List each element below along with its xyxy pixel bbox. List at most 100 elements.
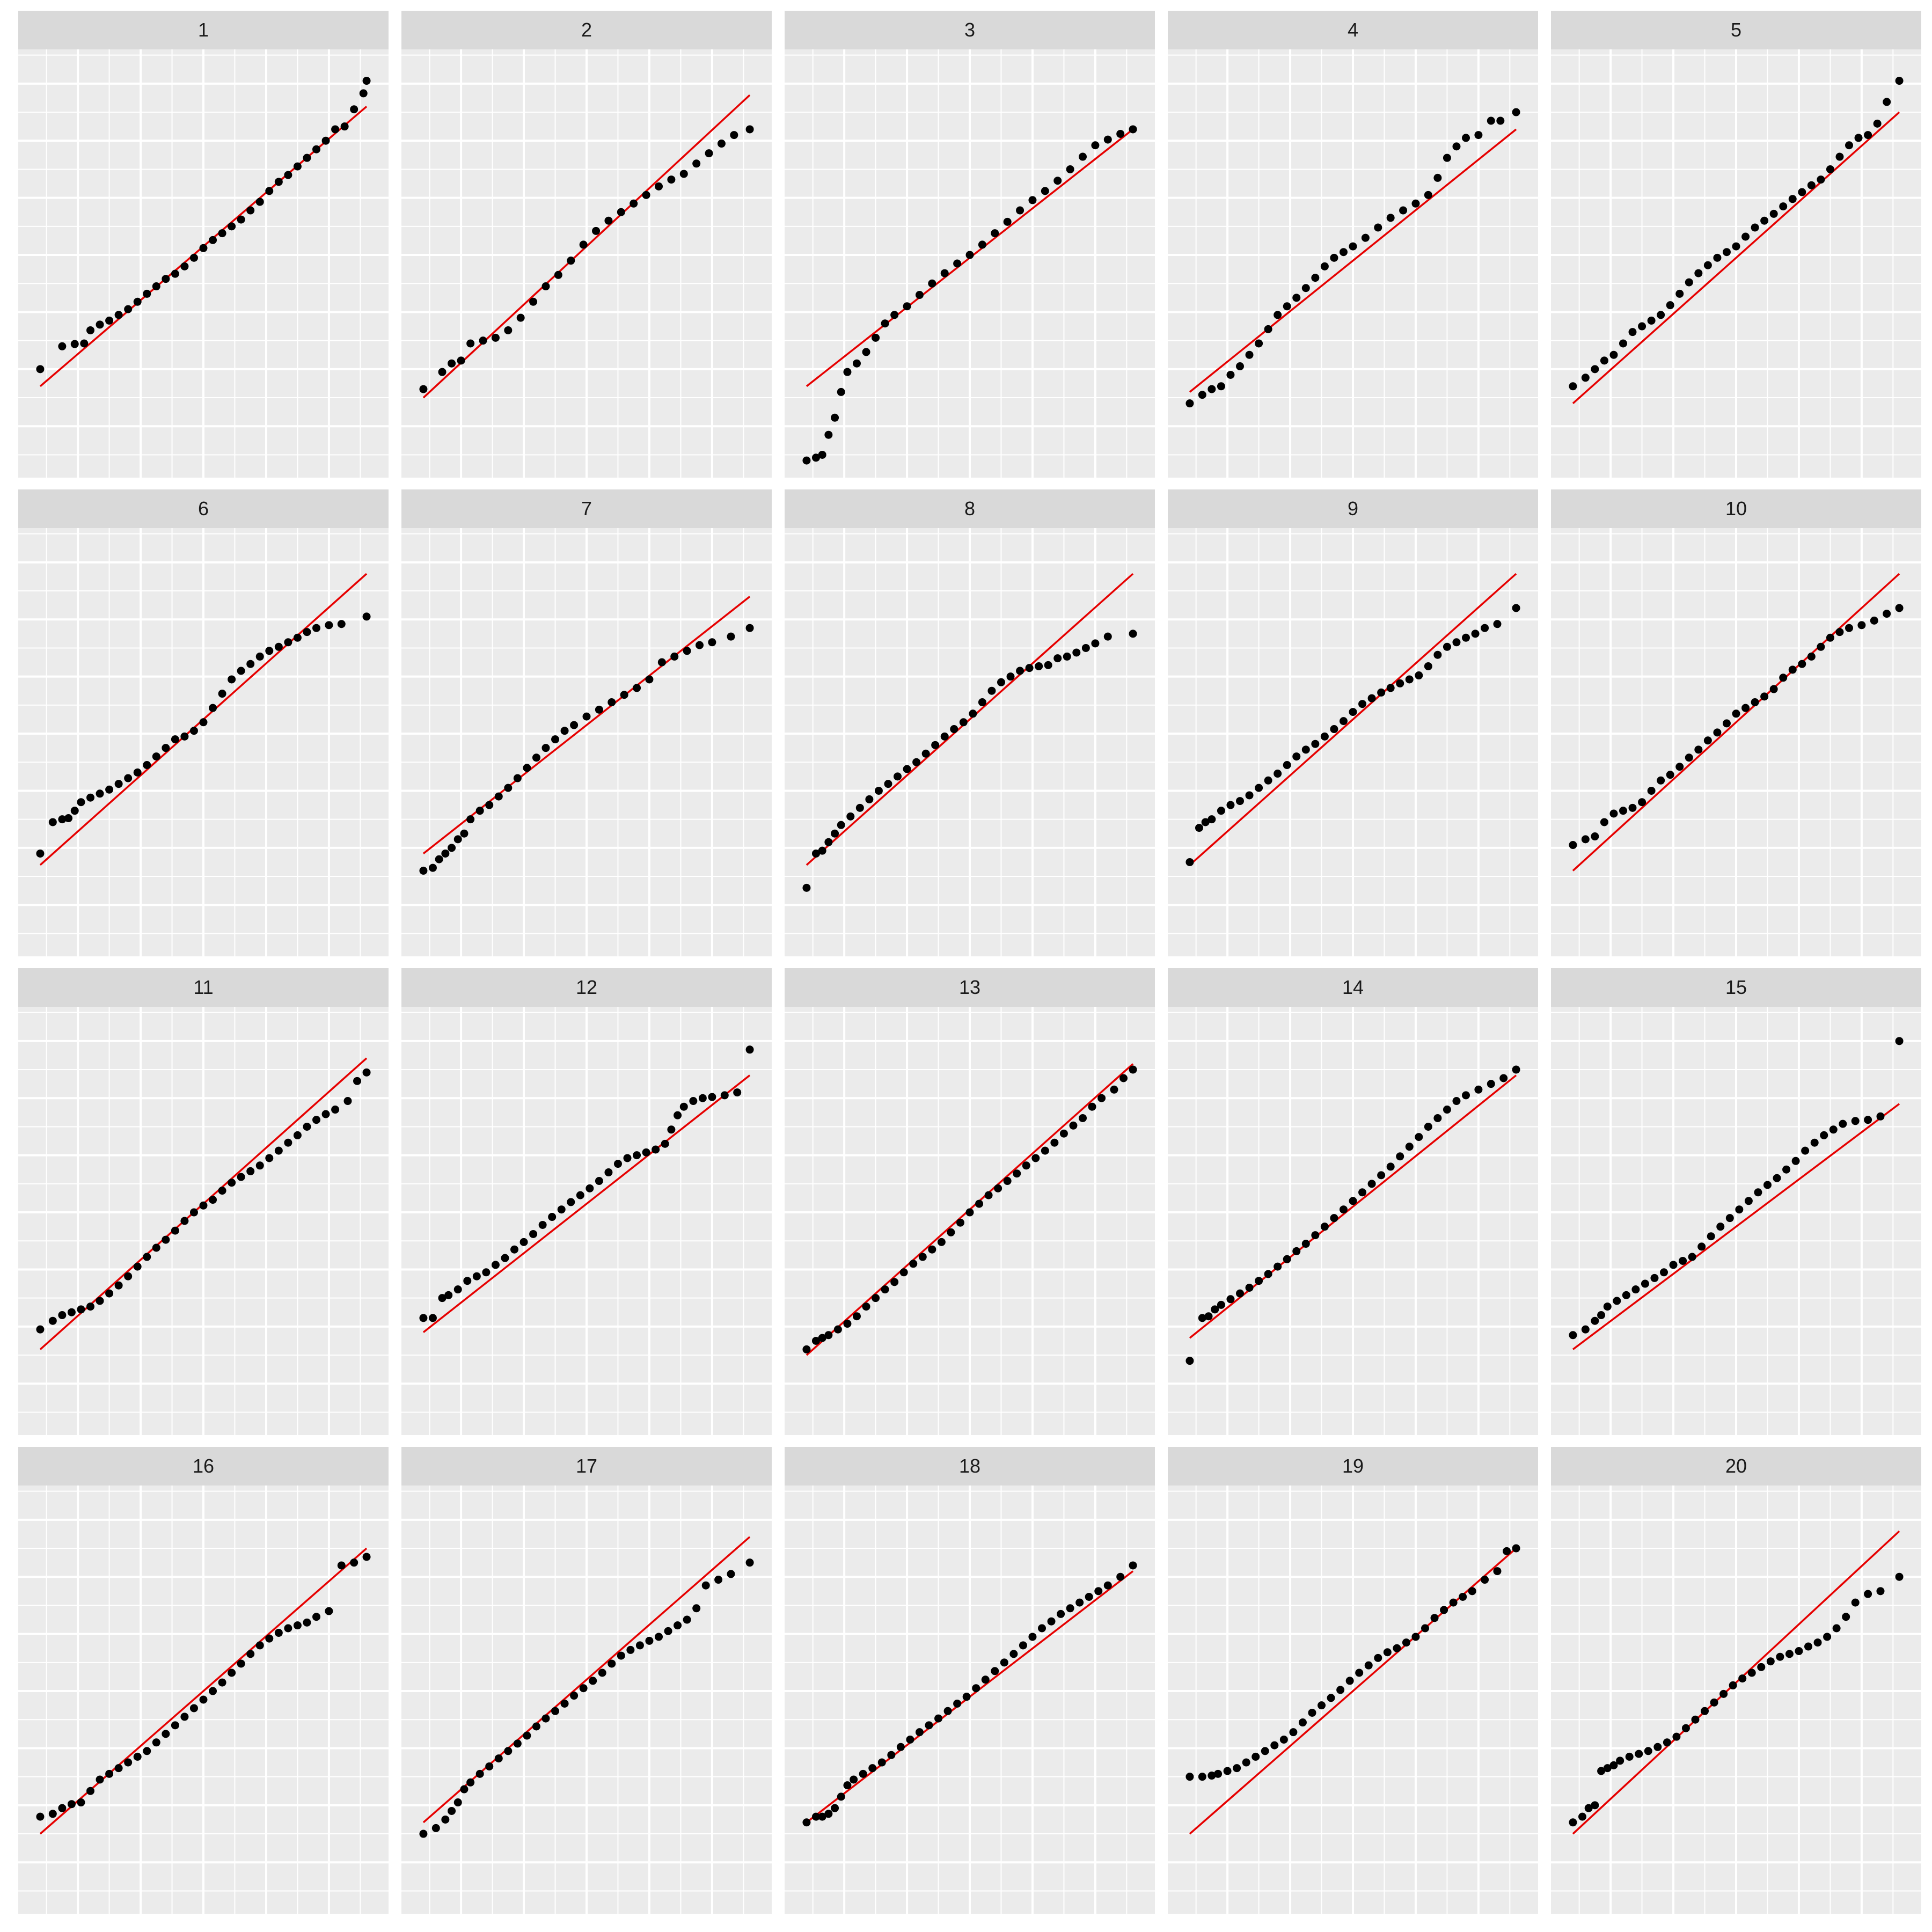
data-point <box>1405 675 1414 684</box>
data-point <box>1081 643 1090 652</box>
data-point <box>331 125 340 134</box>
facet-strip <box>18 489 389 528</box>
data-point <box>152 752 160 761</box>
data-point <box>1851 1598 1860 1607</box>
data-point <box>143 761 151 770</box>
data-point <box>58 1804 67 1812</box>
data-point <box>453 1285 462 1294</box>
data-point <box>674 1621 682 1630</box>
data-point <box>1411 1633 1420 1641</box>
data-point <box>1769 209 1778 218</box>
data-point <box>802 1818 811 1827</box>
data-point <box>1675 289 1684 298</box>
data-point <box>1835 628 1844 636</box>
data-point <box>1741 232 1750 241</box>
data-point <box>48 1810 57 1818</box>
data-point <box>1430 1614 1439 1622</box>
data-point <box>86 793 94 802</box>
data-point <box>171 1226 179 1235</box>
facet-strip <box>401 968 772 1007</box>
data-point <box>1044 661 1052 669</box>
data-point <box>237 1173 245 1181</box>
data-point <box>1116 129 1125 138</box>
data-point <box>824 1810 833 1818</box>
data-point <box>991 229 999 238</box>
data-point <box>745 624 754 632</box>
data-point <box>1283 761 1291 770</box>
data-point <box>645 675 654 684</box>
data-point <box>1198 1314 1206 1322</box>
data-point <box>1820 1131 1828 1139</box>
facet-strip <box>1551 11 1921 49</box>
data-point <box>1292 294 1301 302</box>
data-point <box>1660 1268 1668 1277</box>
data-point <box>1336 1686 1345 1694</box>
data-point <box>1845 624 1854 632</box>
qq-reference-line <box>1189 1074 1517 1339</box>
data-point <box>1471 630 1480 638</box>
data-point <box>1129 125 1137 134</box>
data-point <box>925 1721 933 1730</box>
data-point <box>1512 1065 1520 1074</box>
data-point <box>114 1764 123 1773</box>
data-point <box>928 279 936 288</box>
data-point <box>915 1728 924 1737</box>
data-point <box>1047 1617 1056 1626</box>
data-point <box>58 815 67 824</box>
data-point <box>934 1714 943 1723</box>
data-point <box>1776 1652 1784 1661</box>
data-point <box>228 675 236 684</box>
data-point <box>1791 1157 1800 1165</box>
data-point <box>589 1677 597 1685</box>
data-point <box>1217 807 1225 815</box>
data-point <box>1185 1773 1194 1781</box>
data-point <box>1255 1277 1263 1285</box>
data-point <box>510 1245 519 1254</box>
data-point <box>1245 350 1254 359</box>
facet-panel-10: 10 <box>1551 489 1921 956</box>
data-point <box>494 792 503 801</box>
data-point <box>438 368 447 376</box>
data-point <box>570 721 579 729</box>
data-point <box>1628 328 1637 336</box>
data-point <box>567 257 575 265</box>
data-point <box>1066 165 1074 173</box>
data-point <box>77 1305 85 1314</box>
data-point <box>246 660 255 668</box>
data-point <box>1452 142 1461 151</box>
data-point <box>548 1213 557 1221</box>
data-point <box>745 125 754 134</box>
data-point <box>969 709 977 718</box>
data-point <box>1311 1231 1320 1240</box>
data-point <box>209 704 217 712</box>
data-point <box>997 678 1005 686</box>
data-point <box>1600 818 1608 826</box>
data-point <box>1603 1302 1612 1311</box>
facet-strip-label: 9 <box>1348 497 1358 519</box>
data-point <box>1289 1728 1298 1737</box>
data-point <box>1679 1256 1687 1265</box>
data-point <box>592 226 601 235</box>
data-point <box>1041 187 1049 195</box>
data-point <box>802 883 811 892</box>
data-point <box>1308 1708 1316 1717</box>
data-point <box>114 1281 123 1290</box>
data-point <box>1578 1812 1586 1821</box>
data-point <box>1339 248 1348 257</box>
data-point <box>209 1687 217 1695</box>
data-point <box>1235 1289 1244 1298</box>
data-point <box>1185 399 1194 408</box>
data-point <box>325 621 333 630</box>
data-point <box>1694 269 1703 277</box>
data-point <box>1396 1152 1404 1161</box>
data-point <box>152 282 160 291</box>
data-point <box>453 1798 462 1807</box>
data-point <box>293 1131 302 1139</box>
data-point <box>837 1792 845 1801</box>
data-point <box>1301 284 1310 292</box>
data-point <box>692 159 701 168</box>
data-point <box>1019 1641 1027 1650</box>
data-point <box>608 698 616 707</box>
data-point <box>1569 841 1577 850</box>
data-point <box>1301 745 1310 754</box>
